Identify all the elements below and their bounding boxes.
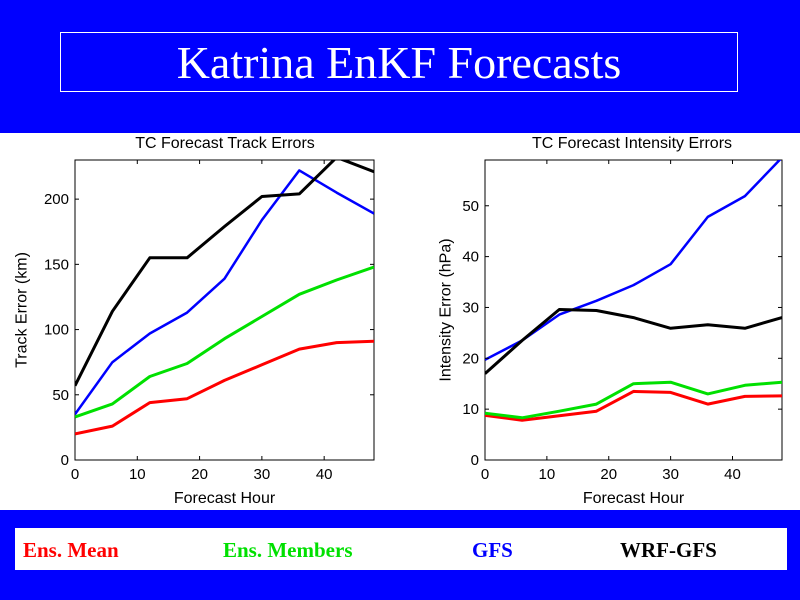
chart1-x-tick-label: 0 <box>71 466 79 483</box>
chart2-series-ens-members <box>485 380 782 420</box>
chart1-y-tick-label: 200 <box>44 191 69 208</box>
chart1-series-gfs <box>75 169 374 416</box>
chart1-y-tick-label: 100 <box>44 322 69 339</box>
chart1-y-axis-label: Track Error (km) <box>13 252 30 368</box>
chart2-x-tick-label: 20 <box>600 466 617 483</box>
chart1-axes-box <box>74 159 375 461</box>
chart1-series-wrf-gfs <box>75 160 374 387</box>
chart2-y-tick-label: 30 <box>462 299 479 316</box>
chart1-x-tick-label: 30 <box>254 466 271 483</box>
chart1-series-ens-mean <box>75 339 374 436</box>
chart2-axes-box <box>484 159 783 461</box>
chart2-y-tick-label: 0 <box>471 452 479 469</box>
legend-ens-mean: Ens. Mean <box>23 538 119 562</box>
chart2-x-tick-label: 30 <box>662 466 679 483</box>
chart2-series-wrf-gfs <box>485 308 782 375</box>
chart2-y-tick-label: 10 <box>462 401 479 418</box>
slide-title: Katrina EnKF Forecasts <box>176 36 622 88</box>
legend-ens-members: Ens. Members <box>223 538 353 562</box>
charts-panel: 0 10 20 30 40 0 50 100 150 200 TC Forecast Track E… <box>0 133 800 510</box>
chart1-y-tick-label: 50 <box>52 387 69 404</box>
chart2-x-tick-label: 10 <box>539 466 556 483</box>
legend-wrf-gfs: WRF-GFS <box>620 538 717 562</box>
chart1-x-tick-label: 10 <box>129 466 146 483</box>
chart2-x-tick-label: 0 <box>481 466 489 483</box>
chart1-x-tick-label: 20 <box>191 466 208 483</box>
chart2-y-axis-label: Intensity Error (hPa) <box>437 238 454 381</box>
chart2-y-tick-label: 50 <box>462 198 479 215</box>
chart1-y-tick-label: 0 <box>61 452 69 469</box>
chart2-series-ens-mean <box>485 389 782 422</box>
legend-bar: Ens. Mean Ens. Members GFS WRF-GFS <box>15 528 787 570</box>
title-box: Katrina EnKF Forecasts <box>60 32 738 92</box>
legend-gfs: GFS <box>472 538 513 562</box>
chart1-y-tick-label: 150 <box>44 256 69 273</box>
chart2-x-axis-label: Forecast Hour <box>583 490 685 507</box>
chart1-title: TC Forecast Track Errors <box>135 135 315 152</box>
chart2-title: TC Forecast Intensity Errors <box>532 135 732 152</box>
chart1-series-ens-members <box>75 265 374 419</box>
chart2-y-tick-label: 20 <box>462 350 479 367</box>
chart1-x-tick-label: 40 <box>316 466 333 483</box>
chart1-x-axis-label: Forecast Hour <box>174 490 276 507</box>
chart2-y-tick-label: 40 <box>462 249 479 266</box>
chart2-x-tick-label: 40 <box>724 466 741 483</box>
